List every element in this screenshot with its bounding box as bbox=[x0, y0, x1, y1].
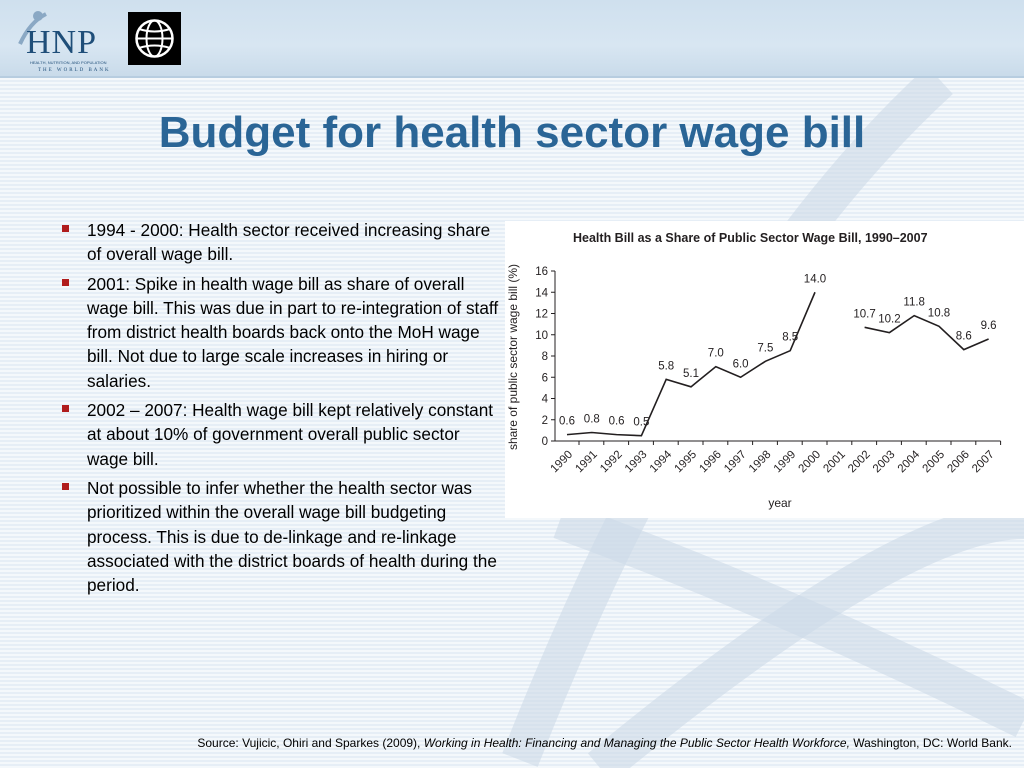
slide-title: Budget for health sector wage bill bbox=[158, 108, 866, 157]
data-label: 10.8 bbox=[928, 307, 950, 319]
bullet-square-icon bbox=[62, 278, 69, 286]
x-tick-label: 1992 bbox=[598, 449, 625, 476]
data-label: 6.0 bbox=[733, 358, 749, 370]
chart-axes: 0246810121416199019911992199319941995199… bbox=[535, 266, 1002, 476]
x-tick-label: 1998 bbox=[747, 449, 774, 476]
x-tick-label: 2004 bbox=[896, 448, 923, 475]
bullet-list: 1994 - 2000: Health sector received incr… bbox=[62, 218, 502, 602]
data-label: 10.7 bbox=[853, 308, 875, 320]
y-tick-label: 2 bbox=[542, 415, 548, 427]
x-tick-label: 1999 bbox=[772, 449, 799, 476]
world-bank-globe-icon bbox=[128, 12, 181, 65]
bullet-text: Not possible to infer whether the health… bbox=[87, 477, 497, 596]
line-chart: Health Bill as a Share of Public Sector … bbox=[506, 231, 1002, 510]
bullet-text: 2001: Spike in health wage bill as share… bbox=[87, 273, 499, 391]
data-label: 7.5 bbox=[757, 342, 773, 354]
source-suffix: Washington, DC: World Bank. bbox=[849, 736, 1012, 750]
bullet-square-icon bbox=[62, 482, 69, 490]
y-tick-label: 6 bbox=[542, 372, 548, 384]
chart-panel: Health Bill as a Share of Public Sector … bbox=[505, 221, 1024, 518]
y-tick-label: 4 bbox=[542, 394, 549, 406]
series-line bbox=[566, 291, 816, 437]
data-label: 8.5 bbox=[782, 332, 798, 344]
header-band: HNP HEALTH, NUTRITION, AND POPULATION TH… bbox=[0, 0, 1024, 78]
data-label: 0.6 bbox=[559, 416, 575, 428]
data-label: 10.2 bbox=[878, 314, 900, 326]
x-tick-label: 1997 bbox=[722, 449, 749, 476]
chart-plot: 0.6 0.8 0.6 0.55.85.17.06.07.58.514.010.7 10… bbox=[559, 273, 997, 437]
bullet-text: 2002 – 2007: Health wage bill kept relat… bbox=[87, 400, 494, 469]
source-italic-title: Working in Health: Financing and Managin… bbox=[423, 736, 850, 750]
x-tick-label: 1996 bbox=[697, 449, 724, 476]
x-tick-label: 2005 bbox=[921, 449, 948, 476]
data-label: 0.6 bbox=[609, 416, 625, 428]
data-label: 14.0 bbox=[804, 273, 826, 285]
x-tick-label: 1995 bbox=[673, 449, 700, 476]
data-label: 9.6 bbox=[981, 320, 997, 332]
data-label: 5.1 bbox=[683, 368, 699, 380]
hnp-logo-text: HNP bbox=[26, 24, 98, 61]
figure-logo-icon bbox=[18, 11, 47, 45]
bullet-text: 1994 - 2000: Health sector received incr… bbox=[87, 220, 491, 265]
source-citation: Source: Vujicic, Ohiri and Sparkes (2009… bbox=[197, 736, 1012, 750]
bullet-item: 2001: Spike in health wage bill as share… bbox=[62, 272, 502, 393]
series-line bbox=[864, 314, 989, 351]
x-tick-label: 2007 bbox=[970, 449, 997, 476]
hnp-logo-subtitle: THE WORLD BANK bbox=[38, 68, 111, 73]
x-tick-label: 1993 bbox=[623, 449, 650, 476]
data-label: 0.5 bbox=[633, 417, 649, 429]
chart-title: Health Bill as a Share of Public Sector … bbox=[573, 231, 928, 245]
y-tick-label: 16 bbox=[535, 266, 548, 278]
data-label: 0.8 bbox=[584, 414, 600, 426]
bullet-square-icon bbox=[62, 405, 69, 413]
x-tick-label: 1990 bbox=[549, 449, 576, 476]
x-tick-label: 2000 bbox=[797, 449, 824, 476]
hnp-logo: HNP HEALTH, NUTRITION, AND POPULATION TH… bbox=[8, 6, 118, 73]
y-axis-label: share of public sector wage bill (%) bbox=[506, 264, 520, 450]
source-prefix: Source: Vujicic, Ohiri and Sparkes (2009… bbox=[197, 736, 424, 750]
y-tick-label: 8 bbox=[542, 351, 548, 363]
x-tick-label: 2006 bbox=[945, 449, 972, 476]
bullet-item: 1994 - 2000: Health sector received incr… bbox=[62, 218, 502, 267]
data-label: 5.8 bbox=[658, 360, 674, 372]
data-label: 8.6 bbox=[956, 331, 972, 343]
y-tick-label: 10 bbox=[535, 330, 548, 342]
x-tick-label: 2003 bbox=[871, 449, 898, 476]
y-tick-label: 0 bbox=[542, 436, 548, 448]
y-tick-label: 12 bbox=[535, 309, 548, 321]
x-tick-label: 1991 bbox=[573, 449, 600, 476]
y-tick-label: 14 bbox=[535, 287, 548, 299]
bullet-item: 2002 – 2007: Health wage bill kept relat… bbox=[62, 398, 502, 471]
x-tick-label: 1994 bbox=[648, 448, 675, 475]
data-label: 7.0 bbox=[708, 348, 724, 360]
x-axis-label: year bbox=[768, 496, 791, 510]
bullet-square-icon bbox=[62, 225, 69, 232]
bullet-item: Not possible to infer whether the health… bbox=[62, 476, 502, 597]
x-tick-label: 2002 bbox=[846, 449, 873, 476]
x-tick-label: 2001 bbox=[821, 449, 848, 476]
data-label: 11.8 bbox=[903, 297, 925, 309]
hnp-logo-tagline: HEALTH, NUTRITION, AND POPULATION bbox=[30, 60, 107, 65]
